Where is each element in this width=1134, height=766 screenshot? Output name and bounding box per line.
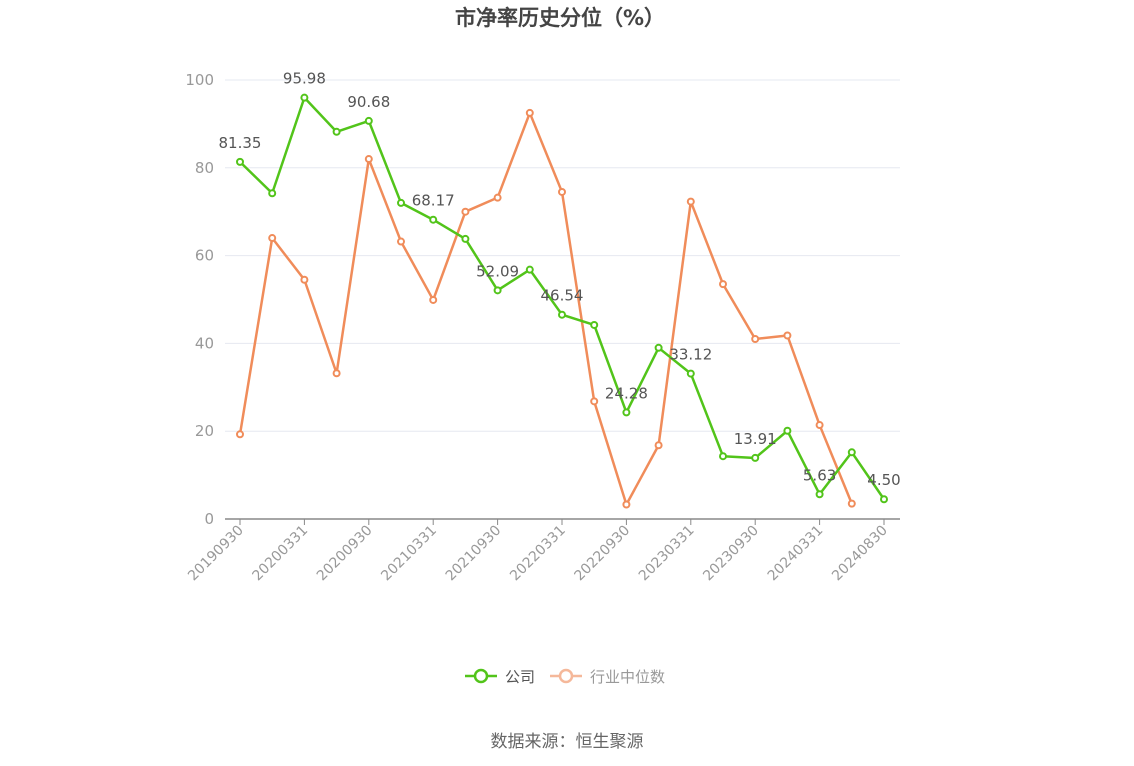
y-tick-label: 80: [195, 159, 214, 177]
y-tick-label: 40: [195, 334, 214, 352]
data-point-0-3: [332, 127, 341, 136]
x-tick-label: 20210331: [378, 523, 440, 585]
data-point-0-2: [300, 93, 309, 102]
y-tick-label: 20: [195, 422, 214, 440]
data-point-0-9: [525, 265, 534, 274]
x-tick-label: 20220331: [507, 523, 569, 585]
data-point-0-12: [622, 408, 631, 417]
data-point-1-1: [268, 234, 277, 243]
data-label: 24.28: [605, 384, 648, 402]
data-point-1-17: [783, 331, 792, 340]
x-tick-label: 20240331: [765, 523, 827, 585]
data-point-0-10: [558, 310, 566, 319]
data-point-1-10: [558, 187, 566, 196]
x-tick-label: 20200930: [314, 523, 376, 585]
data-point-1-6: [429, 295, 438, 304]
data-point-1-8: [493, 193, 502, 202]
x-tick-label: 20190930: [185, 523, 247, 585]
x-tick-label: 20230331: [636, 523, 698, 585]
series-line-1: [238, 111, 853, 506]
data-point-0-14: [686, 369, 695, 378]
data-label: 68.17: [412, 192, 455, 210]
legend-label-1: 行业中位数: [590, 668, 665, 686]
data-point-0-4: [364, 116, 373, 125]
chart-title: 市净率历史分位（%）: [455, 6, 665, 30]
data-point-0-13: [654, 343, 663, 352]
data-label: 4.50: [867, 471, 900, 489]
data-point-1-16: [751, 335, 760, 344]
data-point-1-12: [622, 500, 631, 509]
data-point-1-18: [815, 421, 824, 430]
x-tick-label: 20240830: [829, 523, 891, 585]
data-label: 90.68: [347, 93, 390, 111]
data-point-0-18: [815, 490, 824, 499]
data-point-1-2: [300, 275, 309, 284]
data-label: 13.91: [734, 430, 777, 448]
source-note: 数据来源：恒生聚源: [491, 732, 644, 752]
data-point-1-3: [332, 369, 341, 378]
data-point-0-15: [719, 452, 727, 461]
data-label: 33.12: [669, 346, 712, 364]
data-point-0-5: [397, 198, 405, 207]
grid-lines: [225, 79, 900, 432]
data-point-0-8: [493, 286, 502, 295]
data-point-0-19: [847, 448, 856, 457]
data-point-1-19: [847, 499, 856, 508]
data-point-0-17: [783, 426, 792, 435]
data-point-1-13: [654, 441, 663, 450]
x-tick-label: 20200331: [250, 523, 312, 585]
data-point-1-4: [364, 155, 373, 164]
data-point-0-0: [236, 157, 244, 166]
data-point-0-11: [590, 320, 599, 329]
y-tick-label: 100: [185, 71, 214, 89]
data-point-0-20: [880, 495, 888, 504]
series-layer: [236, 93, 888, 509]
data-point-1-14: [686, 197, 695, 206]
data-label: 5.63: [803, 466, 836, 484]
legend-marker-1: [558, 668, 574, 684]
data-point-0-1: [268, 189, 277, 198]
data-label: 81.35: [219, 134, 262, 152]
data-label: 95.98: [283, 70, 326, 88]
data-point-0-16: [751, 453, 760, 462]
data-point-0-6: [429, 215, 438, 224]
data-point-1-5: [397, 237, 405, 246]
data-label: 46.54: [541, 287, 584, 305]
y-tick-label: 60: [195, 247, 214, 265]
legend: 公司 行业中位数: [465, 668, 665, 686]
data-point-0-7: [461, 234, 470, 243]
data-point-1-11: [590, 397, 599, 406]
x-tick-label: 20230930: [700, 523, 762, 585]
y-tick-label: 0: [204, 510, 214, 528]
legend-label-0: 公司: [505, 668, 535, 686]
data-labels: 81.35 95.98 90.68 68.17 52.09 46.54 24.28 33.12…: [219, 70, 901, 490]
data-point-1-9: [525, 108, 534, 117]
data-label: 52.09: [476, 262, 519, 280]
data-point-1-0: [236, 430, 244, 439]
data-point-1-15: [719, 280, 727, 289]
x-tick-label: 20220930: [572, 523, 634, 585]
x-tick-label: 20210930: [443, 523, 505, 585]
data-point-1-7: [461, 207, 470, 216]
legend-marker-0: [473, 668, 489, 684]
